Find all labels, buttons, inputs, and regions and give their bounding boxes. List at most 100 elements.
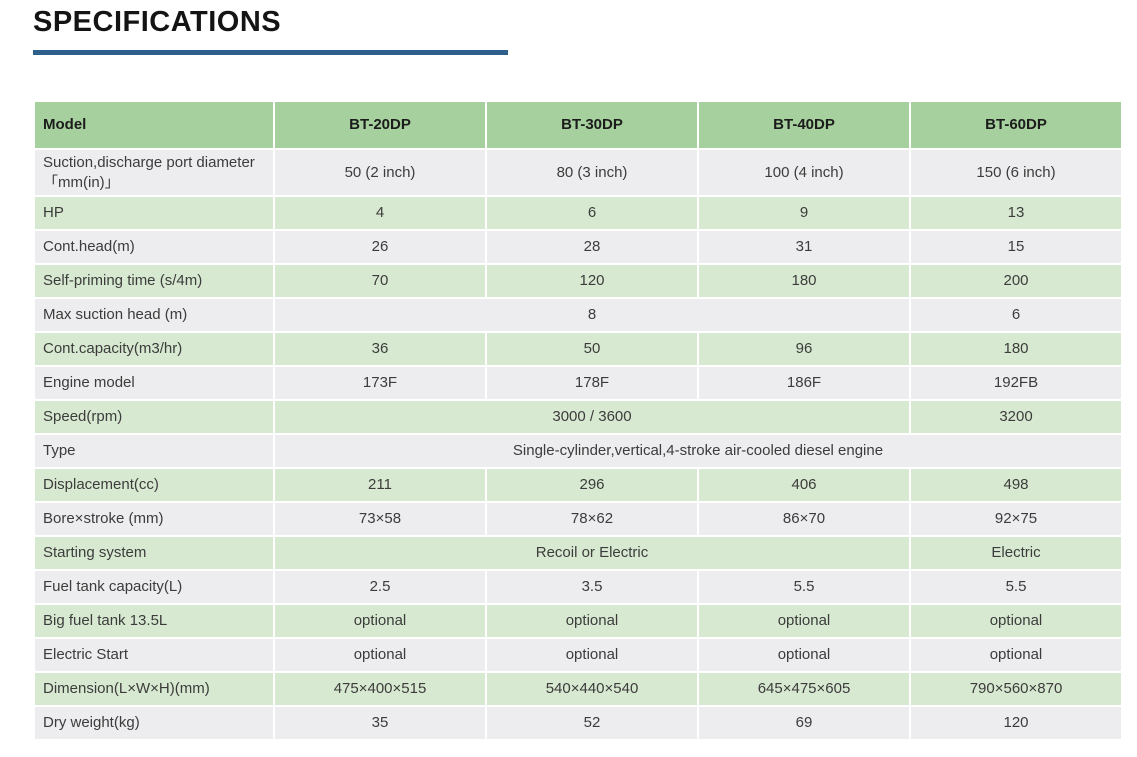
spec-cell: 180 (699, 265, 909, 297)
spec-cell: 540×440×540 (487, 673, 697, 705)
table-row: Suction,discharge port diameter 「mm(in)」… (35, 150, 1121, 195)
spec-cell: 3000 / 3600 (275, 401, 909, 433)
spec-cell: optional (275, 605, 485, 637)
column-header: BT-60DP (911, 102, 1121, 148)
title-underline (33, 50, 508, 55)
spec-cell: optional (911, 639, 1121, 671)
spec-row-label: Cont.capacity(m3/hr) (35, 333, 273, 365)
spec-cell: 52 (487, 707, 697, 739)
column-header: BT-30DP (487, 102, 697, 148)
table-row: Max suction head (m) 8 6 (35, 299, 1121, 331)
spec-row-label: Type (35, 435, 273, 467)
spec-cell: 180 (911, 333, 1121, 365)
spec-row-label: Max suction head (m) (35, 299, 273, 331)
table-row: Dry weight(kg) 35 52 69 120 (35, 707, 1121, 739)
spec-cell: 645×475×605 (699, 673, 909, 705)
spec-cell: 498 (911, 469, 1121, 501)
spec-cell: 186F (699, 367, 909, 399)
spec-cell: 120 (911, 707, 1121, 739)
table-row: Engine model 173F 178F 186F 192FB (35, 367, 1121, 399)
spec-cell: 406 (699, 469, 909, 501)
spec-cell: 50 (487, 333, 697, 365)
spec-cell: 36 (275, 333, 485, 365)
spec-cell: 150 (6 inch) (911, 150, 1121, 195)
spec-cell: 69 (699, 707, 909, 739)
spec-cell: 26 (275, 231, 485, 263)
spec-cell: 31 (699, 231, 909, 263)
spec-row-label: Suction,discharge port diameter 「mm(in)」 (35, 150, 273, 195)
spec-cell: 96 (699, 333, 909, 365)
spec-cell: 15 (911, 231, 1121, 263)
spec-row-label: Electric Start (35, 639, 273, 671)
spec-row-label: Engine model (35, 367, 273, 399)
spec-cell: 35 (275, 707, 485, 739)
table-row: Cont.capacity(m3/hr) 36 50 96 180 (35, 333, 1121, 365)
table-row: HP 4 6 9 13 (35, 197, 1121, 229)
spec-cell: 173F (275, 367, 485, 399)
spec-cell: optional (699, 639, 909, 671)
spec-cell: Recoil or Electric (275, 537, 909, 569)
table-row: Cont.head(m) 26 28 31 15 (35, 231, 1121, 263)
spec-cell: 5.5 (911, 571, 1121, 603)
spec-cell: 3.5 (487, 571, 697, 603)
table-body: Suction,discharge port diameter 「mm(in)」… (35, 150, 1121, 739)
table-row: Self-priming time (s/4m) 70 120 180 200 (35, 265, 1121, 297)
model-header-cell: Model (35, 102, 273, 148)
spec-cell: 120 (487, 265, 697, 297)
spec-cell: 8 (275, 299, 909, 331)
table-row: Bore×stroke (mm) 73×58 78×62 86×70 92×75 (35, 503, 1121, 535)
spec-cell: 211 (275, 469, 485, 501)
spec-cell: 4 (275, 197, 485, 229)
spec-cell: 13 (911, 197, 1121, 229)
specifications-table: Model BT-20DP BT-30DP BT-40DP BT-60DP Suctio… (33, 100, 1123, 741)
spec-row-label: Dry weight(kg) (35, 707, 273, 739)
spec-cell: 200 (911, 265, 1121, 297)
spec-cell: Electric (911, 537, 1121, 569)
spec-row-label: Cont.head(m) (35, 231, 273, 263)
spec-cell: optional (487, 605, 697, 637)
table-row: Displacement(cc) 211 296 406 498 (35, 469, 1121, 501)
spec-cell: 92×75 (911, 503, 1121, 535)
spec-cell: 86×70 (699, 503, 909, 535)
spec-cell: 73×58 (275, 503, 485, 535)
table-row: Electric Start optional optional optional op… (35, 639, 1121, 671)
spec-row-label: Fuel tank capacity(L) (35, 571, 273, 603)
spec-cell: 50 (2 inch) (275, 150, 485, 195)
spec-cell: 5.5 (699, 571, 909, 603)
spec-cell: 9 (699, 197, 909, 229)
spec-row-label: Displacement(cc) (35, 469, 273, 501)
spec-cell: Single-cylinder,vertical,4-stroke air-co… (275, 435, 1121, 467)
table-row: Dimension(L×W×H)(mm) 475×400×515 540×440×5… (35, 673, 1121, 705)
spec-cell: 178F (487, 367, 697, 399)
spec-cell: 296 (487, 469, 697, 501)
spec-row-label: Bore×stroke (mm) (35, 503, 273, 535)
table-row: Type Single-cylinder,vertical,4-stroke ai… (35, 435, 1121, 467)
spec-row-label: Big fuel tank 13.5L (35, 605, 273, 637)
spec-row-label: Dimension(L×W×H)(mm) (35, 673, 273, 705)
spec-cell: 78×62 (487, 503, 697, 535)
spec-cell: 70 (275, 265, 485, 297)
spec-cell: 475×400×515 (275, 673, 485, 705)
table-header-row: Model BT-20DP BT-30DP BT-40DP BT-60DP (35, 102, 1121, 148)
spec-cell: 80 (3 inch) (487, 150, 697, 195)
column-header: BT-20DP (275, 102, 485, 148)
spec-cell: optional (487, 639, 697, 671)
spec-cell: 3200 (911, 401, 1121, 433)
spec-row-label: HP (35, 197, 273, 229)
column-header: BT-40DP (699, 102, 909, 148)
table-row: Fuel tank capacity(L) 2.5 3.5 5.5 5.5 (35, 571, 1121, 603)
spec-cell: 6 (911, 299, 1121, 331)
spec-row-label: Speed(rpm) (35, 401, 273, 433)
spec-row-label: Self-priming time (s/4m) (35, 265, 273, 297)
spec-cell: 6 (487, 197, 697, 229)
spec-row-label: Starting system (35, 537, 273, 569)
page-title: SPECIFICATIONS (33, 6, 282, 38)
spec-cell: 28 (487, 231, 697, 263)
spec-cell: optional (699, 605, 909, 637)
spec-cell: 100 (4 inch) (699, 150, 909, 195)
table-row: Speed(rpm) 3000 / 3600 3200 (35, 401, 1121, 433)
spec-cell: optional (911, 605, 1121, 637)
table-row: Big fuel tank 13.5L optional optional optio… (35, 605, 1121, 637)
table-row: Starting system Recoil or Electric Electri… (35, 537, 1121, 569)
spec-cell: 192FB (911, 367, 1121, 399)
